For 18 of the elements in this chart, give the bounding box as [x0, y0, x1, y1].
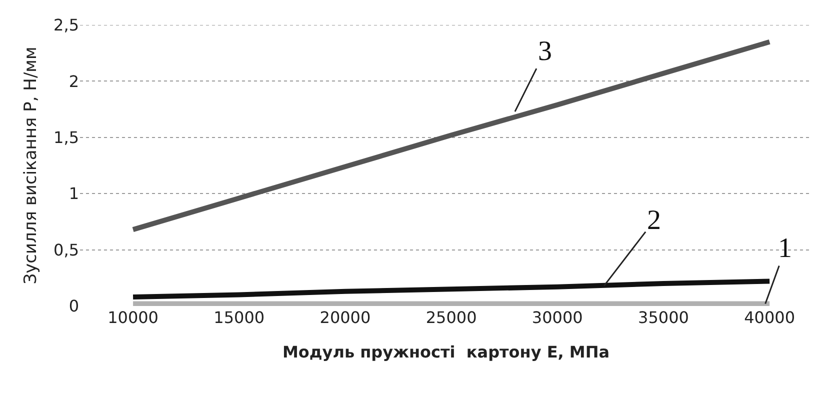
x-tick-label: 15000 [214, 308, 265, 327]
x-axis-title: Модуль пружності картону E, МПа [282, 342, 610, 362]
x-tick-label: 40000 [744, 308, 796, 327]
x-tick-label: 30000 [532, 308, 583, 327]
y-tick-label: 1 [68, 184, 79, 204]
x-tick-label: 10000 [108, 308, 158, 327]
annotation: 2 [647, 205, 661, 236]
annotation: 1 [778, 233, 792, 264]
y-axis-title: Зусилля висікання P, Н/мм [21, 46, 42, 284]
x-tick-label: 25000 [426, 308, 477, 327]
x-tick-label: 20000 [320, 308, 371, 327]
y-tick-label: 1,5 [54, 128, 79, 147]
y-tick-label: 0 [68, 296, 79, 316]
y-tick-label: 0,5 [54, 240, 79, 260]
y-tick-label: 2 [68, 72, 79, 91]
annotation: 3 [538, 36, 552, 67]
x-tick-label: 35000 [638, 308, 689, 327]
y-tick-label: 2,5 [54, 16, 79, 35]
